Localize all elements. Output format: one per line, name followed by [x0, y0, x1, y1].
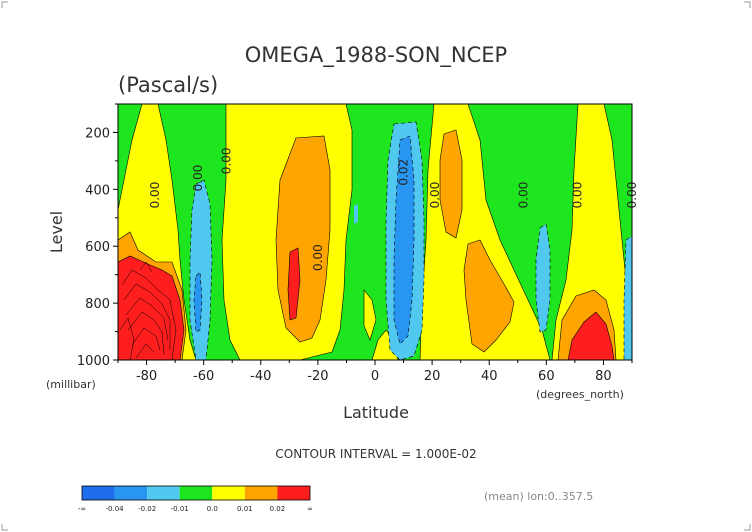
region-negative-0-02: [193, 271, 203, 333]
y-axis: 200 400 600 800 1000: [77, 103, 118, 369]
contour-label: 0.00: [516, 182, 530, 209]
contour-interval-note: CONTOUR INTERVAL = 1.000E-02: [275, 447, 476, 461]
region-positive-0-01: [363, 289, 377, 341]
x-tick-label: -60: [193, 369, 214, 384]
chart-title: OMEGA_1988-SON_NCEP: [245, 43, 507, 68]
colorbar-swatch: [244, 486, 278, 500]
y-tick-label: 800: [85, 297, 110, 312]
colorbar-frame: [81, 485, 311, 501]
colorbar-swatch: [82, 486, 115, 500]
region-negative-0-02: [393, 135, 415, 345]
dense-contour-lines: [119, 261, 177, 360]
colorbar-swatch: [114, 486, 148, 500]
x-tick-label: -20: [307, 369, 328, 384]
colorbar-swatch: [147, 486, 180, 500]
y-axis-title: Level: [47, 211, 66, 253]
x-tick-label: 0: [371, 369, 379, 384]
contour-label: 0.00: [428, 182, 442, 209]
y-tick-label: 1000: [77, 354, 110, 369]
contour-label: 0.00: [191, 165, 205, 192]
x-tick-label: -80: [136, 369, 157, 384]
region-negative-0-01: [354, 204, 358, 224]
colorbar-label: ∞: [307, 505, 313, 513]
x-tick-label: 20: [424, 369, 441, 384]
y-tick-label: 400: [85, 183, 110, 198]
region-positive-0-01: [551, 104, 631, 360]
contour-label: 0.00: [311, 244, 325, 271]
x-axis-title: Latitude: [343, 403, 409, 422]
x-tick-label: 80: [595, 369, 612, 384]
colorbar-label: 0.0: [207, 505, 218, 513]
colorbar-swatch: [277, 486, 310, 500]
contour-labels: 0.000.000.000.020.00 0.00 0.00 0.000.00: [148, 148, 639, 271]
y-axis-unit: (millibar): [46, 378, 96, 391]
x-tick-label: 40: [481, 369, 498, 384]
colorbar-label: -∞: [78, 505, 86, 513]
colorbar: -∞ -0.04 -0.02 -0.01 0.0 0.01 0.02 ∞: [78, 485, 313, 513]
x-axis: -80 -60 -40 -20 0 20 40 60 80: [117, 360, 633, 384]
colorbar-label: -0.02: [138, 505, 156, 513]
colorbar-swatch: [212, 486, 245, 500]
x-axis-unit: (degrees_north): [536, 388, 624, 401]
contour-label: 0.00: [571, 182, 585, 209]
y-tick-label: 600: [85, 240, 110, 255]
colorbar-label: -0.01: [171, 505, 189, 513]
chart-units: (Pascal/s): [118, 73, 218, 97]
contour-label: 0.00: [220, 148, 234, 175]
longitude-mean-note: (mean) lon:0..357.5: [484, 490, 593, 503]
region-positive-0-02: [463, 239, 515, 353]
contour-label: 0.02: [397, 159, 411, 186]
region-negative-0-01: [189, 179, 213, 360]
region-positive-0-03: [567, 311, 615, 360]
colorbar-label: -0.04: [106, 505, 125, 513]
x-tick-label: 60: [538, 369, 555, 384]
region-positive-0-03: [118, 255, 185, 360]
colorbar-label: 0.01: [237, 505, 253, 513]
colorbar-label: 0.02: [270, 505, 286, 513]
x-tick-label: -40: [250, 369, 271, 384]
region-positive-0-03: [287, 247, 301, 321]
y-tick-label: 200: [85, 126, 110, 141]
contour-field: [118, 104, 632, 360]
colorbar-swatch: [179, 486, 213, 500]
contour-label: 0.00: [148, 182, 162, 209]
region-negative-0-01: [535, 223, 551, 333]
region-positive-0-02: [439, 129, 463, 239]
region-negative-0-01: [623, 235, 632, 360]
